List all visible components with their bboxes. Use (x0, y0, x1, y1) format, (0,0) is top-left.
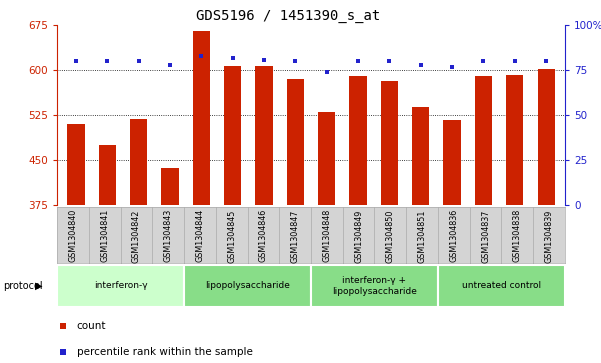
Point (385, 58, 394, 64)
Point (416, 62, 426, 68)
Text: count: count (77, 321, 106, 331)
Bar (255, 66, 273, 205)
Text: GSM1304839: GSM1304839 (545, 209, 554, 262)
Text: GDS5196 / 1451390_s_at: GDS5196 / 1451390_s_at (197, 9, 380, 23)
Text: GSM1304842: GSM1304842 (132, 209, 141, 262)
Text: protocol: protocol (3, 281, 43, 291)
Text: GSM1304847: GSM1304847 (291, 209, 300, 262)
Text: GSM1304838: GSM1304838 (513, 209, 522, 262)
Text: GSM1304841: GSM1304841 (100, 209, 109, 262)
Point (71, 58, 81, 64)
Point (243, 233, 252, 239)
Bar (224, 66, 241, 205)
Text: GSM1304845: GSM1304845 (227, 209, 236, 262)
Point (243, 2, 252, 8)
Point (447, 64, 457, 70)
Point (197, 53, 206, 59)
Text: GSM1304851: GSM1304851 (418, 209, 427, 262)
Text: GSM1304848: GSM1304848 (322, 209, 331, 262)
Bar (311, 265, 438, 307)
Bar (130, 119, 147, 205)
Text: ▶: ▶ (35, 281, 43, 291)
Text: GSM1304843: GSM1304843 (163, 209, 172, 262)
Text: interferon-γ +
lipopolysaccharide: interferon-γ + lipopolysaccharide (332, 276, 417, 295)
Bar (184, 265, 311, 307)
Text: untreated control: untreated control (462, 281, 541, 290)
Point (290, 58, 300, 64)
Point (165, 62, 175, 68)
Bar (287, 79, 304, 205)
Point (322, 69, 332, 75)
Bar (381, 81, 398, 205)
Bar (161, 168, 178, 205)
Point (228, 55, 237, 61)
Text: percentile rank within the sample: percentile rank within the sample (77, 347, 252, 357)
Point (510, 58, 520, 64)
Bar (444, 120, 461, 205)
Text: interferon-γ: interferon-γ (94, 281, 147, 290)
Bar (193, 31, 210, 205)
Bar (412, 107, 429, 205)
Point (134, 58, 144, 64)
Bar (475, 76, 492, 205)
Bar (99, 145, 116, 205)
Point (353, 58, 363, 64)
Bar (506, 75, 523, 205)
Bar (537, 69, 555, 205)
Bar (57, 265, 184, 307)
Point (542, 58, 551, 64)
Text: GSM1304837: GSM1304837 (481, 209, 490, 262)
Text: lipopolysaccharide: lipopolysaccharide (205, 281, 290, 290)
Text: GSM1304846: GSM1304846 (259, 209, 268, 262)
Text: GSM1304836: GSM1304836 (450, 209, 459, 262)
Bar (438, 265, 565, 307)
Text: GSM1304844: GSM1304844 (195, 209, 204, 262)
Point (102, 58, 112, 64)
Bar (67, 124, 85, 205)
Point (259, 57, 269, 62)
Text: GSM1304849: GSM1304849 (354, 209, 363, 262)
Text: GSM1304850: GSM1304850 (386, 209, 395, 262)
Bar (318, 112, 335, 205)
Point (478, 58, 488, 64)
Text: GSM1304840: GSM1304840 (69, 209, 78, 262)
Bar (349, 76, 367, 205)
